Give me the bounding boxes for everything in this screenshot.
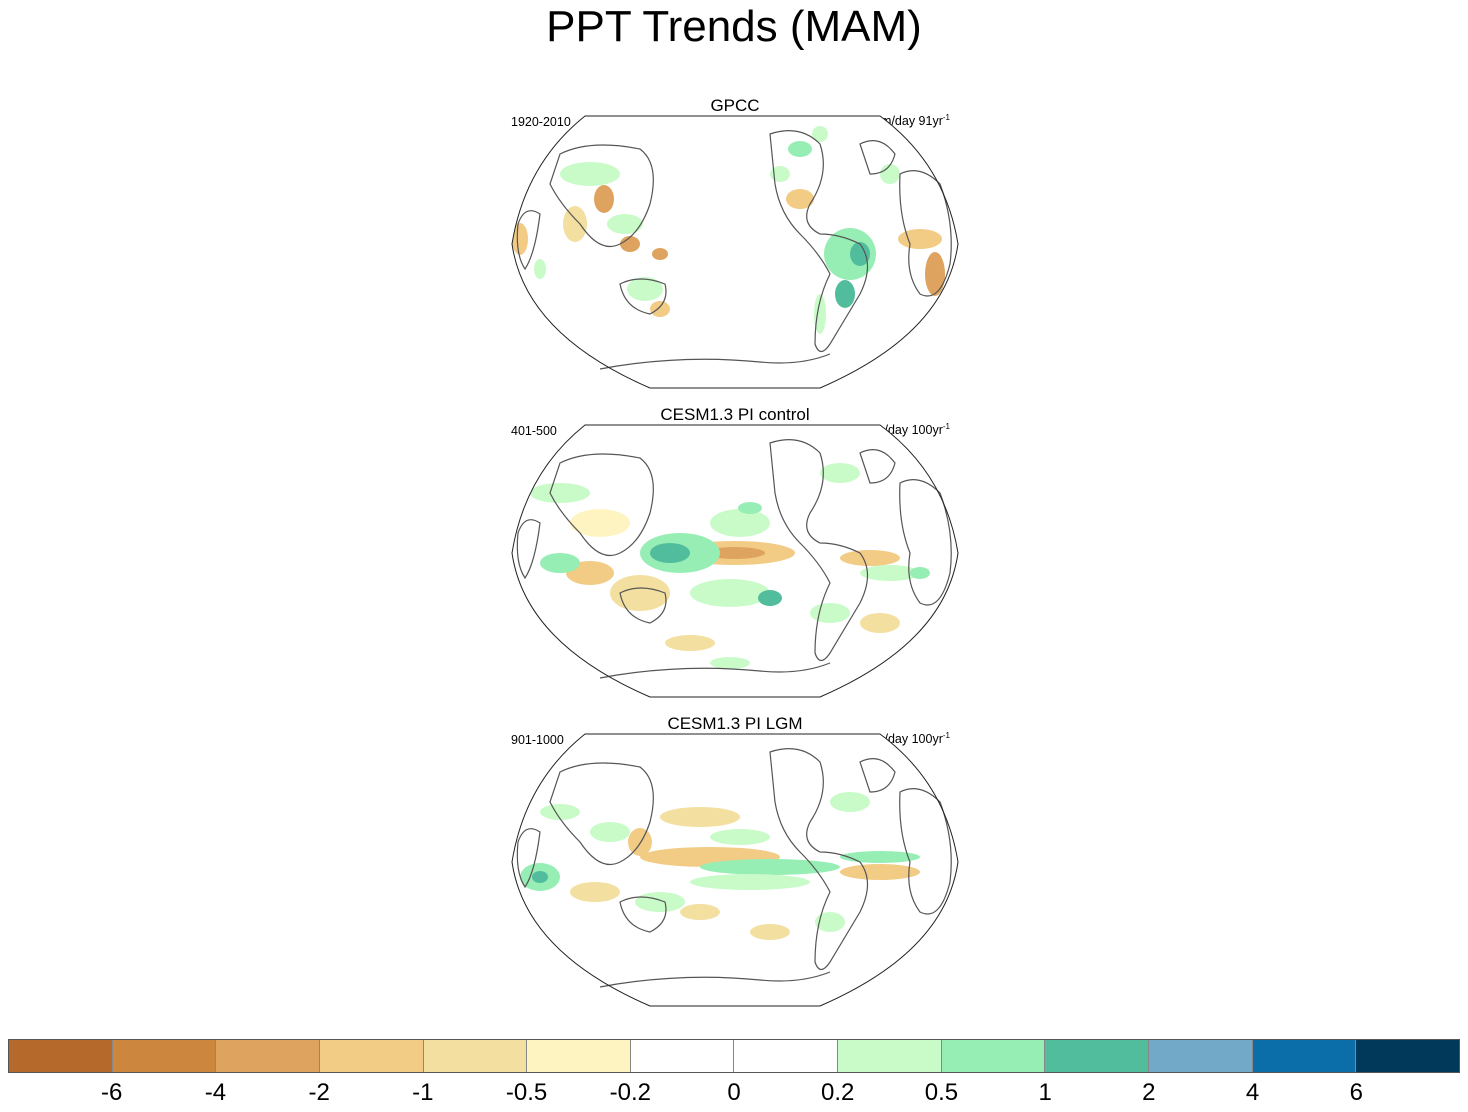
map-pi-lgm xyxy=(511,733,959,1007)
panel-period: 401-500 xyxy=(511,424,557,438)
colorbar-label: -0.5 xyxy=(505,1079,548,1106)
colorbar-label: 1 xyxy=(1038,1079,1052,1106)
map-panel-gpcc: GPCC 1920-2010 mm/day 91yr-1 xyxy=(500,96,970,404)
colorbar-label: -1 xyxy=(412,1079,434,1106)
panel-period: 1920-2010 xyxy=(511,115,571,129)
colorbar-box xyxy=(941,1040,1046,1072)
colorbar-label: -4 xyxy=(204,1079,227,1106)
colorbar-label: 0.5 xyxy=(924,1079,959,1106)
colorbar-label: -2 xyxy=(308,1079,330,1106)
colorbar-label: -6 xyxy=(101,1079,123,1106)
colorbar-box xyxy=(838,1040,942,1072)
colorbar-box xyxy=(1356,1040,1459,1072)
map-pi-control xyxy=(511,424,959,698)
colorbar-label: 2 xyxy=(1142,1079,1156,1106)
panel-title: CESM1.3 PI control xyxy=(660,405,810,424)
colorbar-label: 6 xyxy=(1349,1079,1363,1106)
colorbar-label: 4 xyxy=(1245,1079,1260,1106)
colorbar-box xyxy=(9,1040,113,1072)
colorbar-box xyxy=(1149,1040,1253,1072)
colorbar-box xyxy=(527,1040,631,1072)
colorbar-box xyxy=(1252,1040,1357,1072)
panel-title: GPCC xyxy=(710,96,760,115)
figure-title: PPT Trends (MAM) xyxy=(546,2,922,51)
colorbar-label: -0.2 xyxy=(609,1079,651,1106)
colorbar-box xyxy=(216,1040,320,1072)
colorbar-box xyxy=(734,1040,839,1072)
map-panel-pi-lgm: CESM1.3 PI LGM 901-1000 mm/day 100yr-1 xyxy=(500,714,970,1022)
panel-period: 901-1000 xyxy=(511,733,564,747)
colorbar-box xyxy=(319,1040,424,1072)
map-panel-pi-control: CESM1.3 PI control 401-500 mm/day 100yr-… xyxy=(500,405,970,713)
colorbar xyxy=(8,1039,1460,1073)
colorbar-label: 0.2 xyxy=(821,1079,855,1106)
colorbar-box xyxy=(630,1040,735,1072)
map-gpcc xyxy=(511,115,959,389)
colorbar-box xyxy=(423,1040,528,1072)
panel-title: CESM1.3 PI LGM xyxy=(667,714,803,733)
colorbar-label: 0 xyxy=(727,1079,741,1106)
colorbar-box xyxy=(1045,1040,1150,1072)
colorbar-box xyxy=(112,1040,217,1072)
